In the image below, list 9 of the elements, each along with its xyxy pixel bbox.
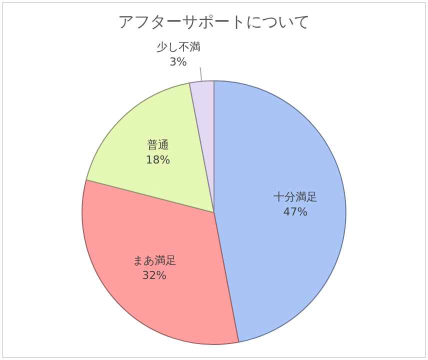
data-label: 3% (170, 56, 187, 69)
data-label: 32% (142, 268, 167, 282)
slice-label: 普通 (147, 138, 170, 152)
slice-label: 少し不満 (156, 40, 200, 54)
data-label: 47% (283, 205, 308, 218)
data-label: 18% (146, 153, 170, 166)
chart-title: アフターサポートについて (118, 12, 310, 31)
slice-label: 十分満足 (273, 190, 318, 204)
slice-label: まあ満足 (132, 254, 176, 267)
